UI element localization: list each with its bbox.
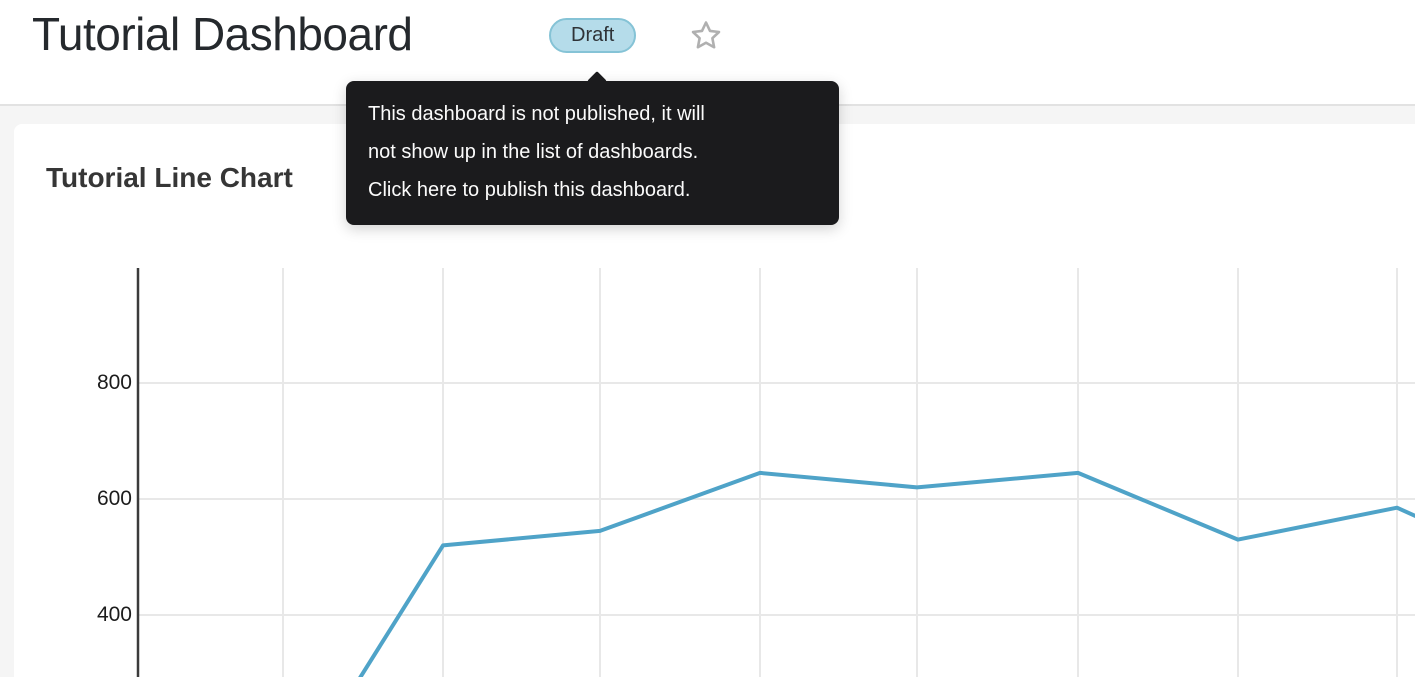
chart-title: Tutorial Line Chart xyxy=(46,162,293,193)
tooltip-line: not show up in the list of dashboards. xyxy=(368,141,699,163)
y-axis-tick-label: 400 xyxy=(96,603,132,626)
y-axis-tick-label: 600 xyxy=(96,487,132,510)
page-title: Tutorial Dashboard xyxy=(32,8,413,60)
publish-tooltip[interactable]: This dashboard is not published, it will… xyxy=(346,71,839,225)
favorite-star-icon[interactable] xyxy=(690,19,722,51)
y-axis-tick-label: 800 xyxy=(96,371,132,394)
draft-status-badge[interactable]: Draft xyxy=(549,18,637,53)
tooltip-line: This dashboard is not published, it will xyxy=(368,103,705,125)
tooltip-line: Click here to publish this dashboard. xyxy=(368,179,691,201)
star-outline-icon xyxy=(691,21,721,49)
